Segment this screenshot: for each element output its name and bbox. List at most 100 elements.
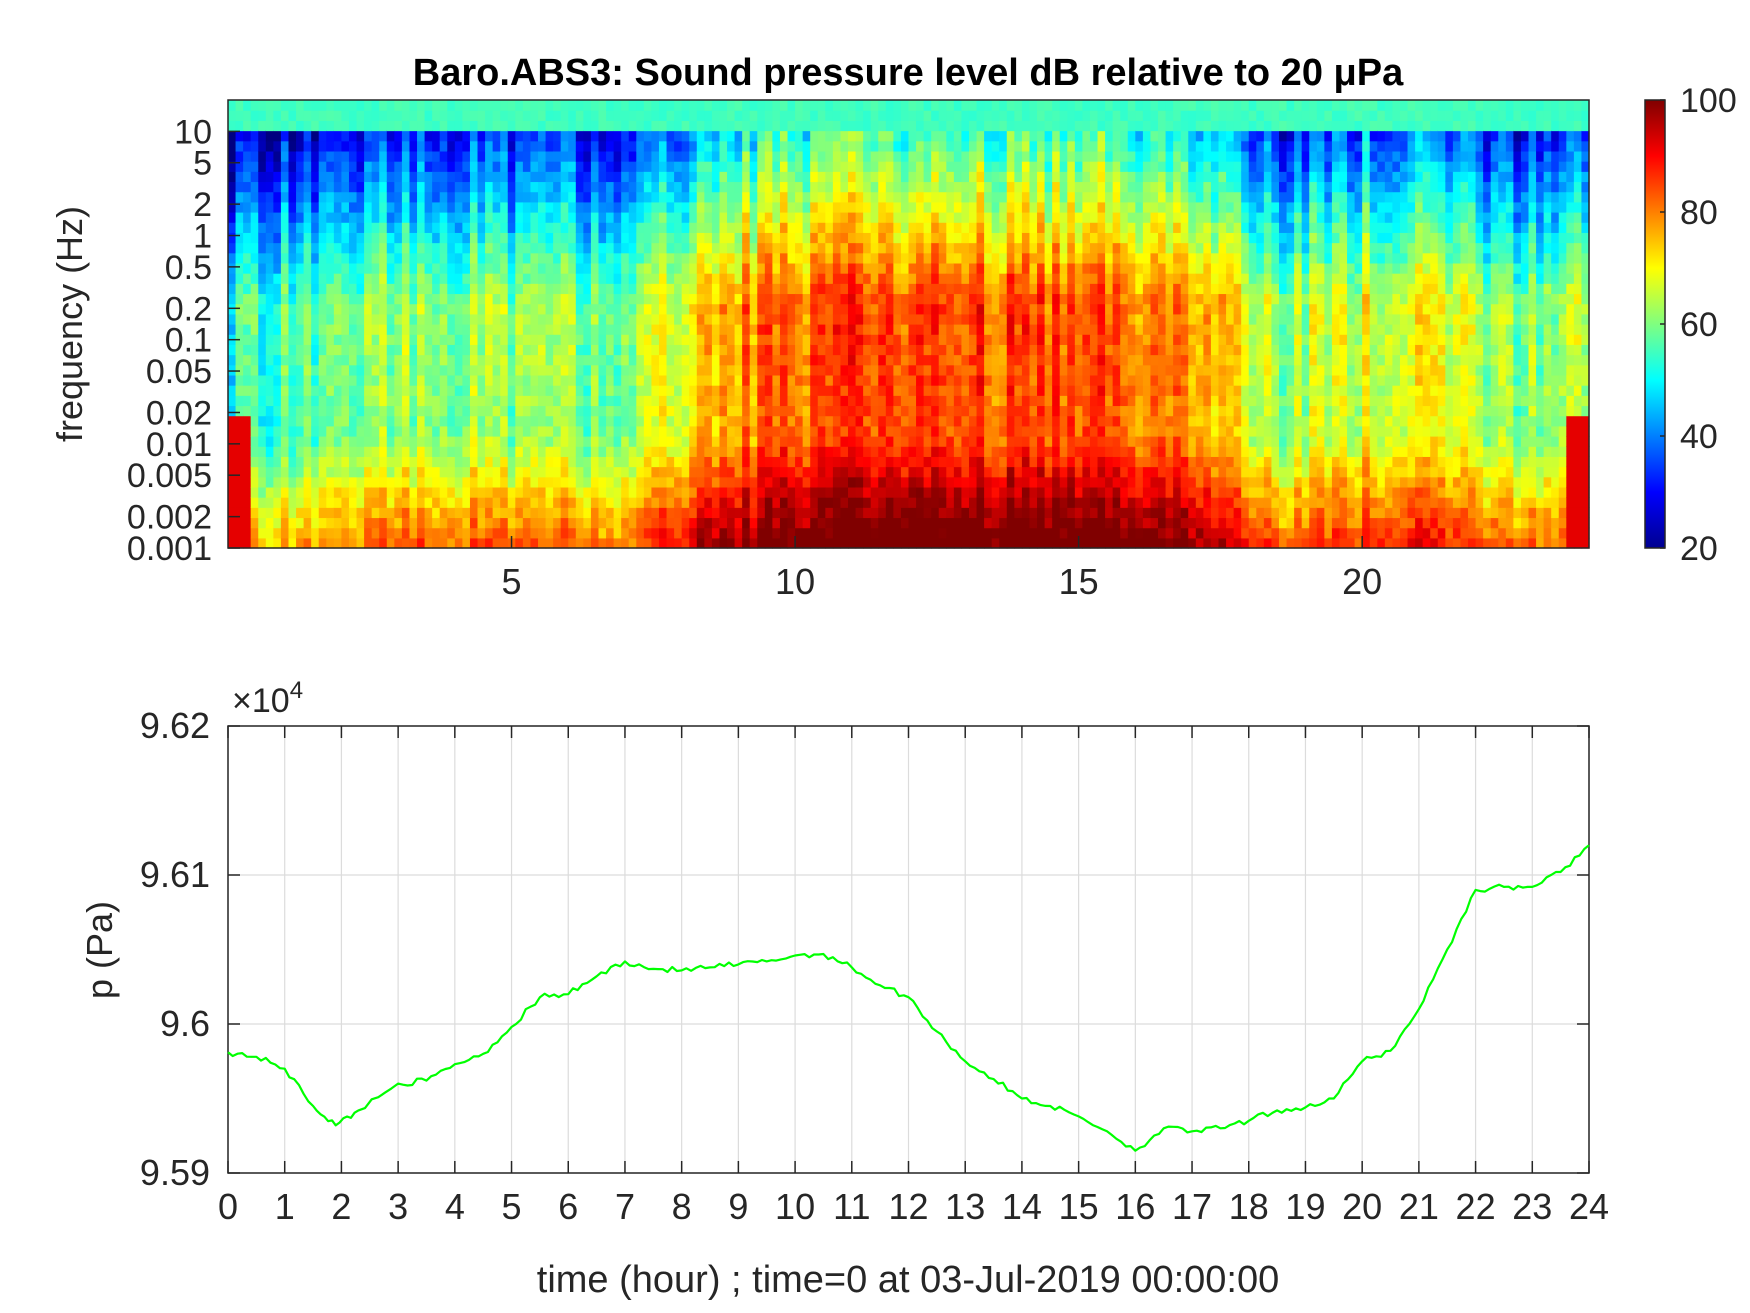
heatmap-cell <box>265 171 274 183</box>
heatmap-cell <box>931 303 940 315</box>
heatmap-cell <box>832 354 842 366</box>
heatmap-cell <box>265 293 274 305</box>
heatmap-cell <box>885 436 894 447</box>
heatmap-cell <box>855 242 864 254</box>
heatmap-cell <box>666 242 675 254</box>
heatmap-cell <box>341 324 350 335</box>
heatmap-cell <box>522 344 532 356</box>
heatmap-cell <box>311 415 320 427</box>
heatmap-cell <box>568 517 577 529</box>
heatmap-cell <box>485 324 494 335</box>
heatmap-cell <box>318 273 327 284</box>
heatmap-cell <box>1074 303 1083 315</box>
heatmap-cell <box>742 191 751 203</box>
heatmap-cell <box>371 303 380 315</box>
heatmap-cell <box>1006 415 1015 427</box>
heatmap-cell <box>356 120 365 132</box>
heatmap-cell <box>417 252 426 264</box>
heatmap-cell <box>500 150 509 162</box>
heatmap-cell <box>825 466 834 478</box>
heatmap-cell <box>734 242 743 254</box>
heatmap-cell <box>810 537 819 549</box>
heatmap-cell <box>303 425 312 437</box>
heatmap-cell <box>1044 191 1053 203</box>
heatmap-cell <box>795 171 804 183</box>
heatmap-cell <box>885 273 894 284</box>
heatmap-cell <box>469 436 479 447</box>
heatmap-cell <box>409 466 418 478</box>
heatmap-cell <box>658 486 668 498</box>
heatmap-cell <box>288 507 297 519</box>
heatmap-cell <box>500 527 509 539</box>
heatmap-cell <box>1037 456 1046 468</box>
heatmap-cell <box>923 395 932 407</box>
heatmap-cell <box>401 232 411 244</box>
heatmap-cell <box>348 252 358 264</box>
heatmap-cell <box>273 527 282 539</box>
heatmap-cell <box>492 415 501 427</box>
heatmap-cell <box>439 100 448 111</box>
heatmap-cell <box>590 395 600 407</box>
heatmap-cell <box>885 374 894 386</box>
heatmap-cell <box>810 191 819 203</box>
heatmap-cell <box>386 110 395 121</box>
heatmap-cell <box>243 283 252 295</box>
heatmap-cell <box>817 212 826 223</box>
heatmap-cell <box>401 344 411 356</box>
heatmap-cell <box>326 497 335 508</box>
heatmap-cell <box>522 507 532 519</box>
heatmap-cell <box>303 110 312 121</box>
heatmap-cell <box>931 476 940 488</box>
heatmap-cell <box>976 283 985 295</box>
heatmap-cell <box>583 364 592 376</box>
heatmap-cell <box>628 527 637 539</box>
heatmap-cell <box>288 191 297 203</box>
heatmap-cell <box>606 283 615 295</box>
heatmap-cell <box>878 110 887 121</box>
heatmap-cell <box>477 161 486 172</box>
heatmap-cell <box>228 110 237 121</box>
heatmap-cell <box>636 456 645 468</box>
heatmap-cell <box>583 222 592 233</box>
heatmap-cell <box>545 110 554 121</box>
heatmap-cell <box>802 130 811 142</box>
heatmap-cell <box>553 486 562 498</box>
heatmap-cell <box>394 130 403 142</box>
heatmap-cell <box>832 161 842 172</box>
heatmap-cell <box>711 212 721 223</box>
heatmap-cell <box>243 252 252 264</box>
heatmap-cell <box>303 161 312 172</box>
heatmap-cell <box>968 212 978 223</box>
heatmap-cell <box>825 527 834 539</box>
heatmap-cell <box>621 415 630 427</box>
heatmap-cell <box>870 364 879 376</box>
heatmap-cell <box>318 140 327 152</box>
heatmap-cell <box>1029 212 1038 223</box>
heatmap-cell <box>621 507 630 519</box>
heatmap-cell <box>704 456 713 468</box>
heatmap-cell <box>666 110 675 121</box>
heatmap-cell <box>1067 354 1076 366</box>
heatmap-cell <box>1044 415 1053 427</box>
heatmap-cell <box>447 374 456 386</box>
heatmap-cell <box>432 334 441 345</box>
heatmap-cell <box>711 313 721 325</box>
heatmap-cell <box>749 395 758 407</box>
heatmap-cell <box>651 130 660 142</box>
heatmap-cell <box>590 385 600 396</box>
heatmap-cell <box>235 436 244 447</box>
heatmap-cell <box>296 354 305 366</box>
heatmap-cell <box>575 405 584 417</box>
heatmap-cell <box>1021 344 1031 356</box>
heatmap-cell <box>575 212 584 223</box>
heatmap-cell <box>734 303 743 315</box>
heatmap-cell <box>500 130 509 142</box>
heatmap-cell <box>681 242 690 254</box>
heatmap-cell <box>553 456 562 468</box>
heatmap-cell <box>613 517 622 529</box>
heatmap-cell <box>840 222 849 233</box>
heatmap-cell <box>583 252 592 264</box>
heatmap-cell <box>840 385 849 396</box>
heatmap-cell <box>696 130 705 142</box>
heatmap-cell <box>727 222 736 233</box>
